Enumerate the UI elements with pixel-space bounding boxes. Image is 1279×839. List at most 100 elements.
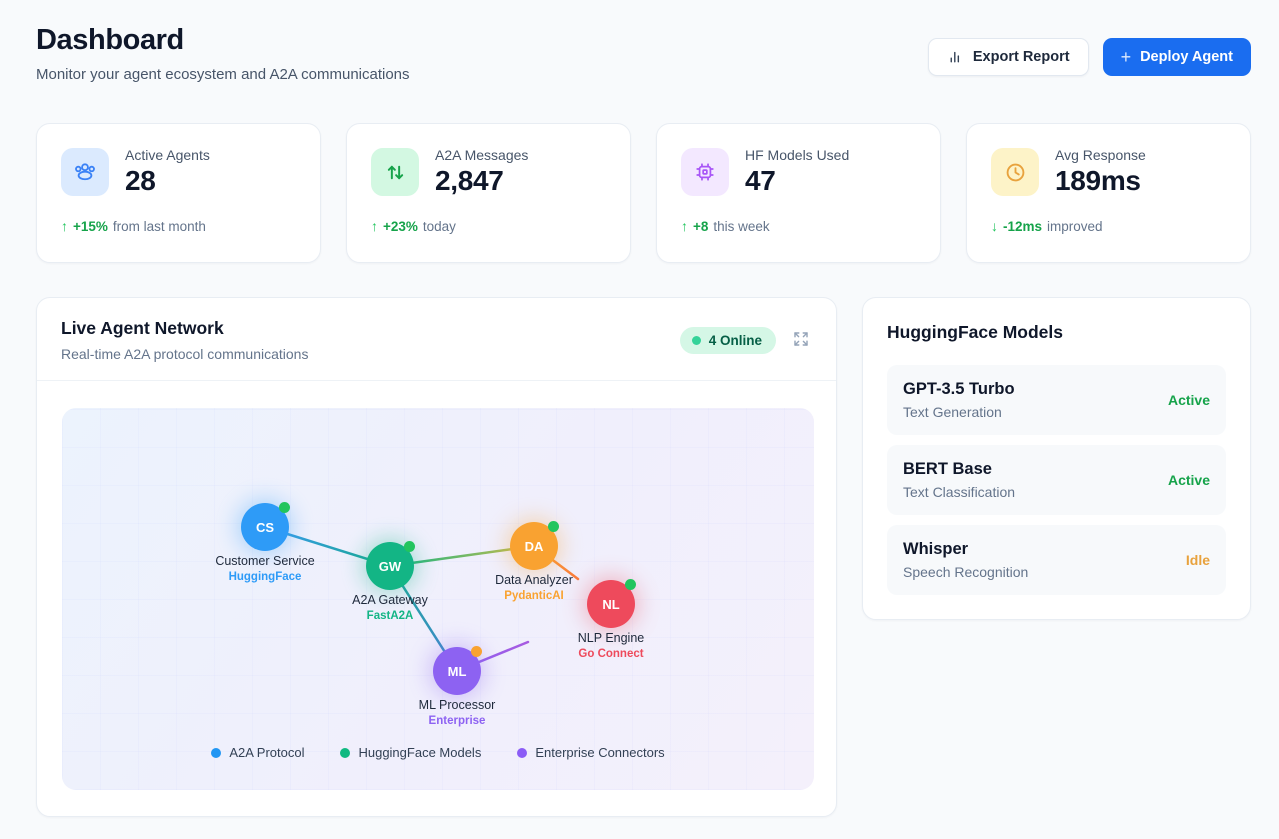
page-heading-block: Dashboard Monitor your agent ecosystem a… (36, 24, 410, 83)
users-icon (61, 148, 109, 196)
stat-value: 189ms (1055, 165, 1141, 196)
deploy-agent-label: Deploy Agent (1140, 49, 1233, 65)
stat-top: HF Models Used 47 (681, 147, 916, 197)
stat-value: 2,847 (435, 165, 504, 196)
legend-dot-icon (340, 747, 351, 758)
trend-arrow-icon: ↑ (681, 218, 688, 234)
trend-value: +15% (73, 218, 108, 234)
stat-meta: Active Agents 28 (125, 147, 210, 197)
header-actions: Export Report + Deploy Agent (927, 38, 1251, 76)
models-card-title: HuggingFace Models (887, 322, 1063, 342)
stat-trend: ↑ +23% today (371, 218, 606, 234)
page-title: Dashboard (36, 24, 184, 56)
main-row: Live Agent Network Real-time A2A protoco… (36, 297, 1251, 817)
model-status-badge: Active (1167, 391, 1210, 408)
trend-caption: improved (1047, 218, 1103, 234)
export-report-label: Export Report (972, 49, 1070, 65)
stat-label: Active Agents (125, 147, 210, 163)
legend-dot-icon (211, 747, 222, 758)
stat-label: Avg Response (1055, 147, 1146, 163)
agent-node-id: CS (255, 519, 275, 535)
model-task: Text Classification (903, 483, 1016, 500)
agent-node-da[interactable]: DA (510, 521, 559, 570)
page-header: Dashboard Monitor your agent ecosystem a… (36, 24, 1251, 83)
node-status-dot (404, 541, 415, 552)
network-card-subtitle: Real-time A2A protocol communications (61, 346, 309, 362)
model-task: Text Generation (903, 403, 1002, 420)
stat-card: Avg Response 189ms ↓ -12ms improved (966, 123, 1251, 263)
network-heading-block: Live Agent Network Real-time A2A protoco… (61, 318, 308, 362)
plus-icon: + (1120, 47, 1132, 67)
clock-icon (991, 148, 1039, 196)
agent-node-id: GW (378, 558, 402, 574)
stat-card: HF Models Used 47 ↑ +8 this week (656, 123, 941, 263)
expand-button[interactable] (790, 328, 812, 353)
legend-label: A2A Protocol (229, 745, 305, 760)
trend-value: +8 (693, 218, 709, 234)
model-status-badge: Idle (1185, 551, 1210, 568)
agent-node-id: NL (602, 596, 620, 612)
legend-item: A2A Protocol (211, 745, 304, 760)
trend-arrow-icon: ↑ (371, 218, 378, 234)
trend-caption: today (422, 218, 456, 234)
stat-value: 28 (125, 165, 156, 196)
model-info: GPT-3.5 Turbo Text Generation (903, 380, 1015, 420)
legend-label: HuggingFace Models (358, 745, 482, 760)
network-header-right: 4 Online (679, 326, 812, 354)
online-badge-label: 4 Online (708, 332, 762, 348)
trend-caption: from last month (112, 218, 206, 234)
agent-network-graph: A2A Protocol HuggingFace Models Enterprise… (62, 408, 814, 790)
online-status-badge: 4 Online (679, 326, 776, 354)
model-name: GPT-3.5 Turbo (903, 379, 1015, 398)
stats-row: Active Agents 28 ↑ +15% from last month A2A M… (36, 123, 1251, 263)
graph-wrap: A2A Protocol HuggingFace Models Enterprise… (62, 408, 814, 790)
agent-node-ml[interactable]: ML (433, 646, 482, 695)
model-info: BERT Base Text Classification (903, 460, 1015, 500)
stat-top: Avg Response 189ms (991, 147, 1226, 197)
model-item[interactable]: Whisper Speech Recognition Idle (887, 525, 1226, 595)
model-status-badge: Active (1167, 471, 1210, 488)
network-edges (263, 525, 580, 673)
trend-value: -12ms (1003, 218, 1043, 234)
stat-trend: ↓ -12ms improved (991, 218, 1226, 234)
model-item[interactable]: GPT-3.5 Turbo Text Generation Active (887, 365, 1226, 435)
agent-node-cs[interactable]: CS (241, 502, 290, 551)
models-list: GPT-3.5 Turbo Text Generation Active BERT B… (887, 365, 1226, 595)
page-subtitle: Monitor your agent ecosystem and A2A com… (36, 66, 410, 83)
deploy-agent-button[interactable]: + Deploy Agent (1102, 38, 1251, 76)
network-card-header: Live Agent Network Real-time A2A protoco… (37, 298, 836, 380)
stat-meta: HF Models Used 47 (745, 147, 849, 197)
node-status-dot (279, 502, 290, 513)
stat-meta: A2A Messages 2,847 (435, 147, 528, 197)
node-status-dot (625, 579, 636, 590)
node-status-dot (548, 521, 559, 532)
model-item[interactable]: BERT Base Text Classification Active (887, 445, 1226, 515)
chip-icon (681, 148, 729, 196)
model-name: BERT Base (903, 459, 992, 478)
stat-trend: ↑ +8 this week (681, 218, 916, 234)
legend-item: Enterprise Connectors (517, 745, 665, 760)
export-report-button[interactable]: Export Report (927, 38, 1089, 76)
agent-node-id: ML (447, 663, 467, 679)
model-info: Whisper Speech Recognition (903, 540, 1028, 580)
trend-caption: this week (713, 218, 770, 234)
legend-dot-icon (517, 747, 528, 758)
stat-card: Active Agents 28 ↑ +15% from last month (36, 123, 321, 263)
agent-node-id: DA (524, 538, 544, 554)
agent-node-nl[interactable]: NL (587, 579, 636, 628)
network-card-title: Live Agent Network (61, 318, 224, 338)
graph-legend: A2A Protocol HuggingFace Models Enterprise… (62, 745, 814, 760)
live-agent-network-card: Live Agent Network Real-time A2A protoco… (36, 297, 837, 817)
legend-item: HuggingFace Models (340, 745, 481, 760)
stat-label: A2A Messages (435, 147, 529, 163)
stat-value: 47 (745, 165, 776, 196)
stat-top: A2A Messages 2,847 (371, 147, 606, 197)
huggingface-models-card: HuggingFace Models GPT-3.5 Turbo Text Gen… (862, 297, 1251, 620)
trend-value: +23% (383, 218, 418, 234)
expand-icon (792, 330, 810, 351)
stat-label: HF Models Used (745, 147, 850, 163)
agent-node-gw[interactable]: GW (366, 541, 415, 590)
network-card-divider (37, 380, 836, 381)
arrows-up-down-icon (371, 148, 419, 196)
